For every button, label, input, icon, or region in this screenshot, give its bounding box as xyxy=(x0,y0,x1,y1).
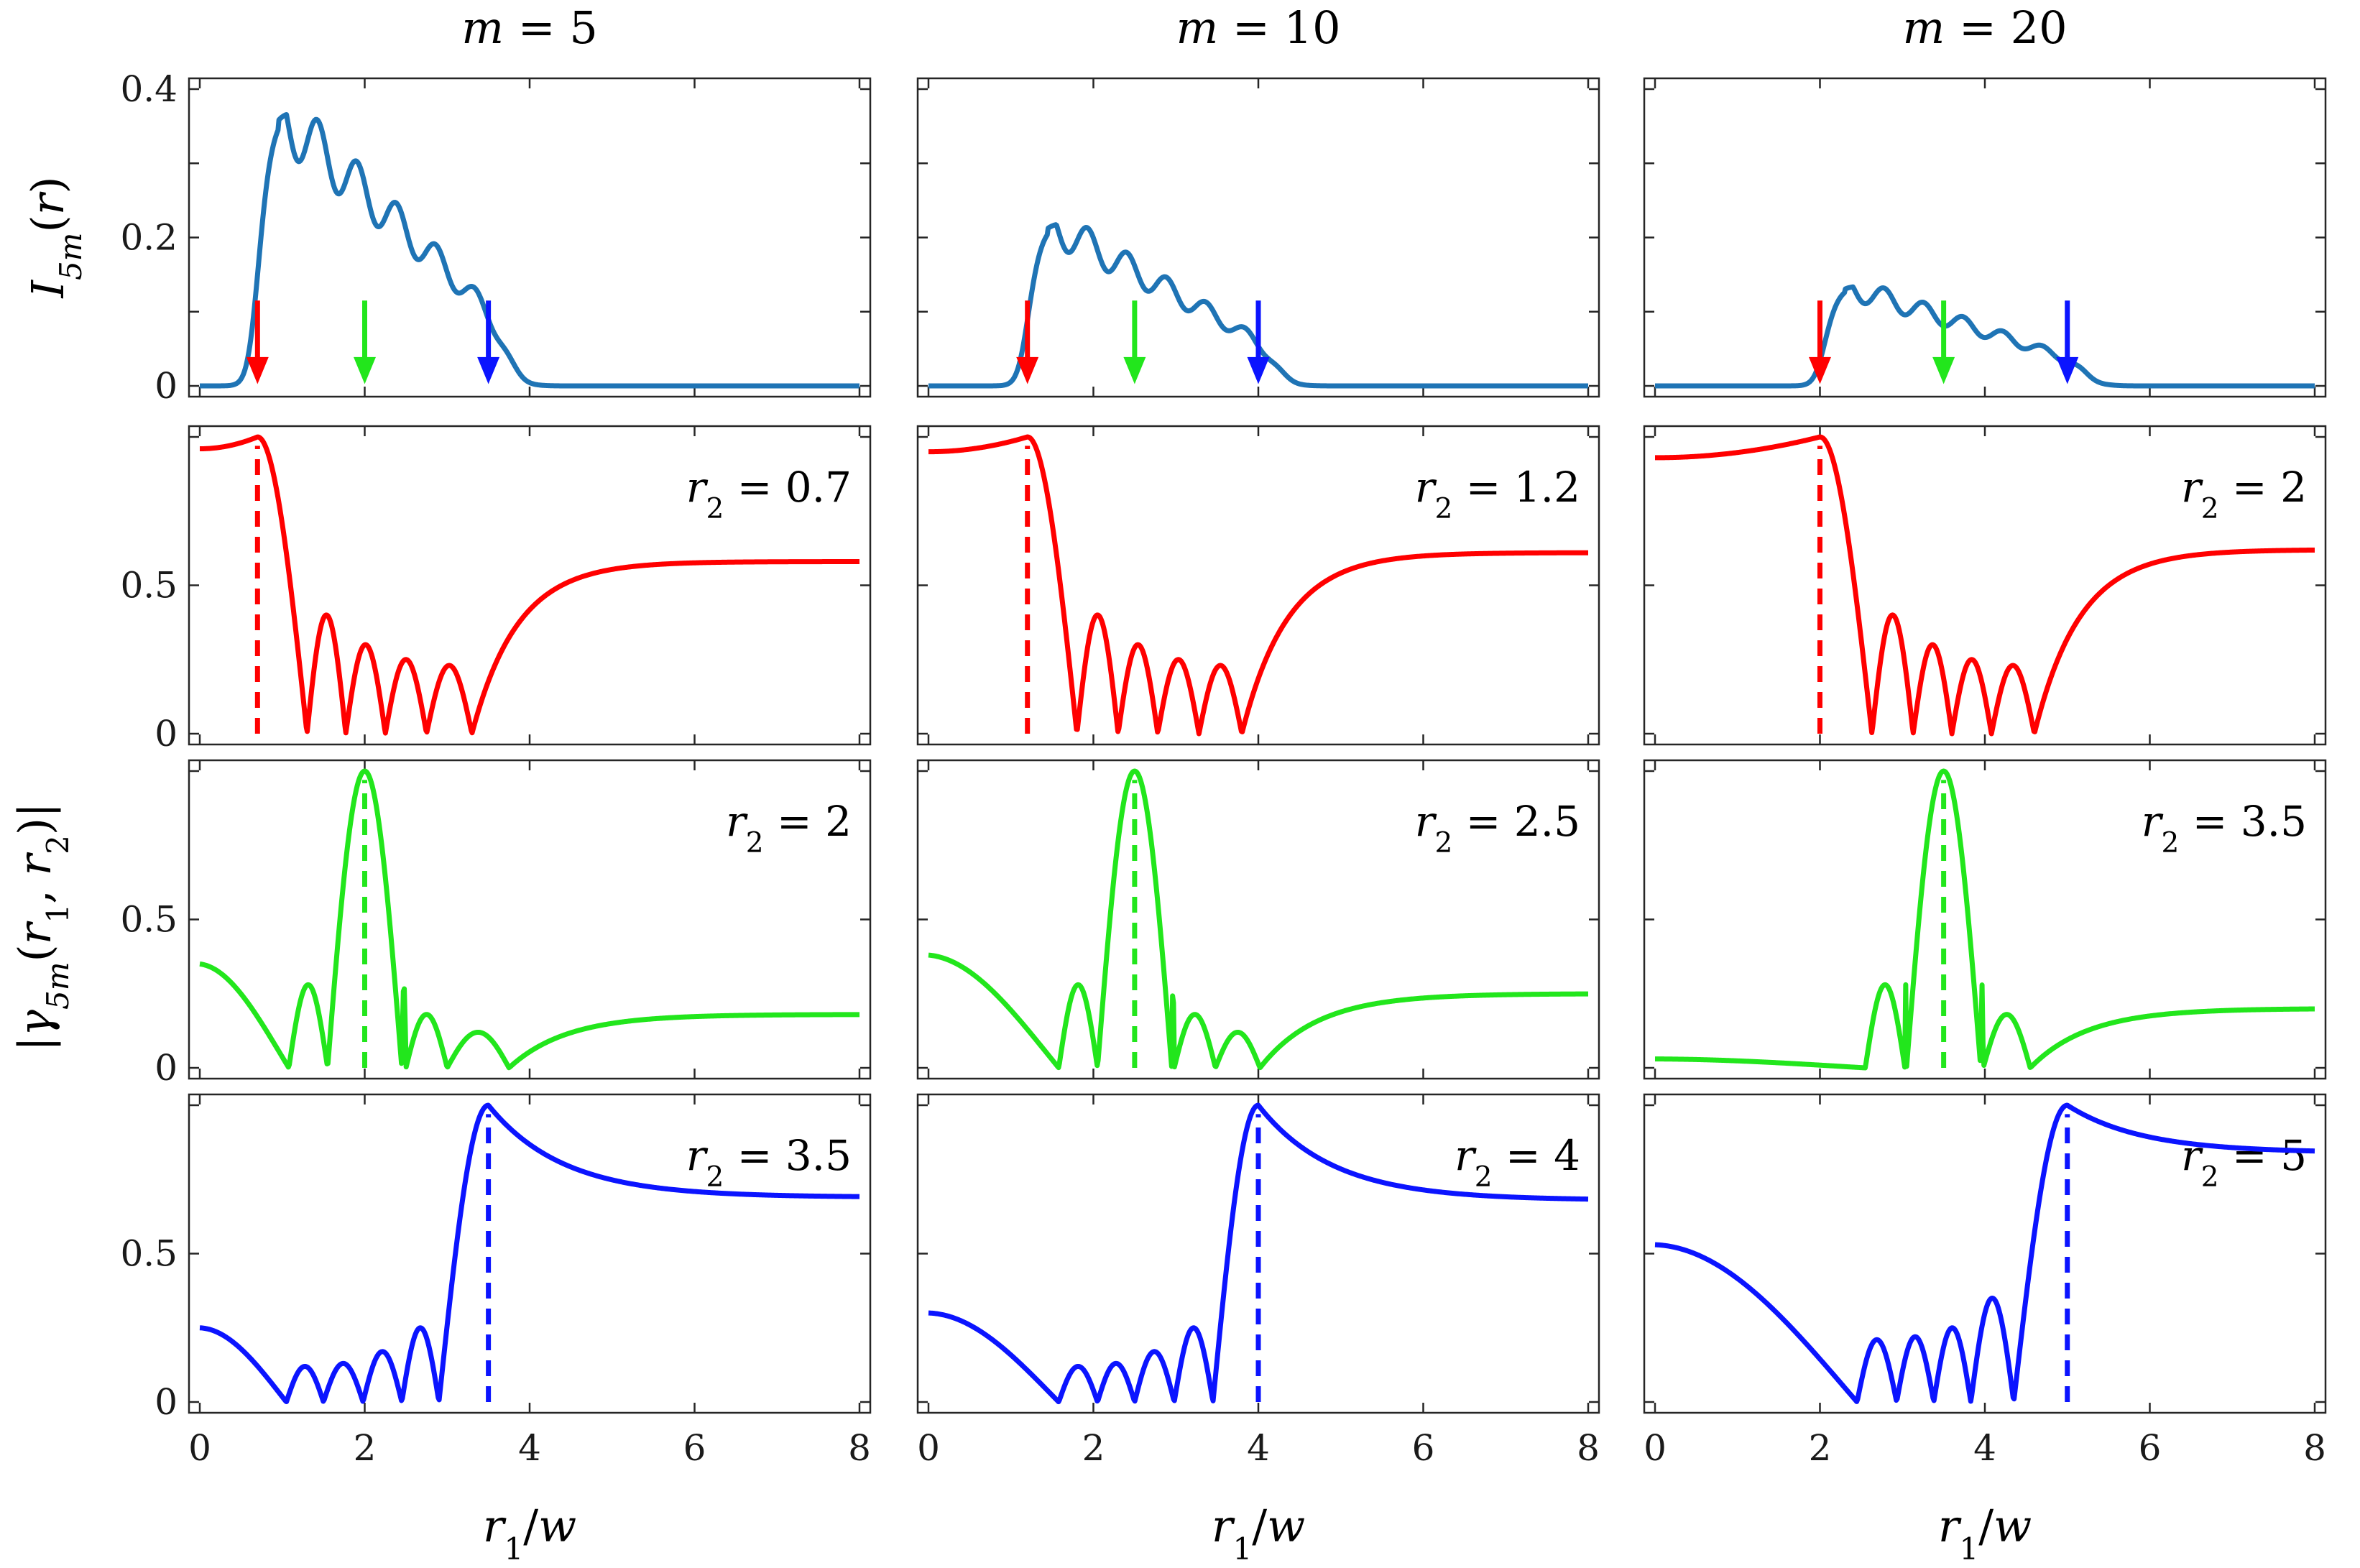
position-arrow-head xyxy=(246,356,269,384)
r2-label: r2 = 2 xyxy=(2181,463,2307,525)
axes-box xyxy=(188,77,872,398)
x-tick-label: 4 xyxy=(1973,1427,1996,1469)
y-tick-label: 0 xyxy=(155,365,178,407)
r2-label: r2 = 0.7 xyxy=(686,463,852,525)
r2-label: r2 = 1.2 xyxy=(1415,463,1580,525)
y-tick-label: 0.4 xyxy=(120,68,178,110)
intensity-curve xyxy=(198,112,862,389)
panel-r4-c1: 0 2 4 6 8 0 0.5 xyxy=(120,1093,872,1469)
coherence-curve xyxy=(198,434,862,736)
y-tick-label: 0.5 xyxy=(120,899,178,941)
panel-r4-c3: 0 2 4 6 8 xyxy=(1643,1093,2327,1469)
r2-label: r2 = 2.5 xyxy=(1415,797,1580,859)
x-tick-label: 0 xyxy=(188,1427,211,1469)
coherence-curve xyxy=(926,768,1590,1071)
column-title-3: m = 20 xyxy=(1902,1,2067,54)
y-tick-label: 0 xyxy=(155,1047,178,1089)
x-tick-label: 6 xyxy=(1412,1427,1435,1469)
position-arrow-head xyxy=(1016,356,1039,384)
x-tick-label: 6 xyxy=(683,1427,706,1469)
column-title-2: m = 10 xyxy=(1176,1,1340,54)
x-tick-label: 2 xyxy=(1082,1427,1105,1469)
column-title-1: m = 5 xyxy=(461,1,598,54)
x-tick-label: 0 xyxy=(917,1427,940,1469)
coherence-curve xyxy=(1653,1102,2317,1404)
coherence-curve xyxy=(926,1102,1590,1405)
r2-label: r2 = 4 xyxy=(1455,1131,1580,1194)
coherence-curve xyxy=(198,1102,862,1405)
y-tick-label: 0.5 xyxy=(120,1233,178,1275)
panel-r3-c3 xyxy=(1643,759,2327,1080)
axes-box xyxy=(1643,77,2327,398)
position-arrow-head xyxy=(477,356,500,384)
x-tick-label: 6 xyxy=(2139,1427,2162,1469)
panel-r1-c1: 0 0.2 0.4 xyxy=(120,68,872,407)
x-tick-label: 2 xyxy=(1809,1427,1832,1469)
x-tick-label: 2 xyxy=(354,1427,377,1469)
r2-label: r2 = 2 xyxy=(726,797,852,859)
position-arrow-head xyxy=(1932,356,1955,384)
x-tick-label: 4 xyxy=(518,1427,541,1469)
position-arrow-head xyxy=(1123,356,1146,384)
ylabel-intensity: I5m(r) xyxy=(22,176,88,298)
position-arrow-head xyxy=(1247,356,1270,384)
coherence-curve xyxy=(1653,434,2317,737)
y-tick-label: 0.5 xyxy=(120,565,178,607)
ylabel-coherence: |γ5m(r1, r2)| xyxy=(9,803,75,1051)
position-arrow-head xyxy=(2056,356,2079,384)
coherence-curve xyxy=(198,768,862,1071)
y-tick-label: 0.2 xyxy=(120,217,178,259)
x-tick-label: 8 xyxy=(1577,1427,1600,1469)
xlabel-1: r1/w xyxy=(483,1500,576,1567)
panel-r4-c2: 0 2 4 6 8 xyxy=(916,1093,1600,1469)
x-tick-label: 8 xyxy=(848,1427,871,1469)
r2-label: r2 = 3.5 xyxy=(686,1131,852,1194)
r2-label: r2 = 3.5 xyxy=(2142,797,2307,859)
panel-r2-c1: 00.5 xyxy=(120,425,872,755)
intensity-curve xyxy=(1653,284,2317,389)
r2-label: r2 = 5 xyxy=(2181,1131,2307,1194)
panel-r2-c2 xyxy=(916,425,1600,746)
panel-r1-c2 xyxy=(916,77,1600,398)
x-tick-label: 8 xyxy=(2303,1427,2326,1469)
x-tick-label: 4 xyxy=(1247,1427,1270,1469)
position-arrow-head xyxy=(1809,356,1831,384)
y-tick-label: 0 xyxy=(155,713,178,755)
coherence-curve xyxy=(1653,768,2317,1071)
position-arrow-head xyxy=(354,356,376,384)
xlabel-2: r1/w xyxy=(1212,1500,1305,1567)
panel-r3-c1: 00.5 xyxy=(120,759,872,1089)
panel-r2-c3 xyxy=(1643,425,2327,746)
panel-r1-c3 xyxy=(1643,77,2327,398)
x-tick-label: 0 xyxy=(1644,1427,1667,1469)
y-tick-label: 0 xyxy=(155,1381,178,1423)
coherence-curve xyxy=(926,434,1590,737)
xlabel-3: r1/w xyxy=(1938,1500,2032,1567)
panel-r3-c2 xyxy=(916,759,1600,1080)
